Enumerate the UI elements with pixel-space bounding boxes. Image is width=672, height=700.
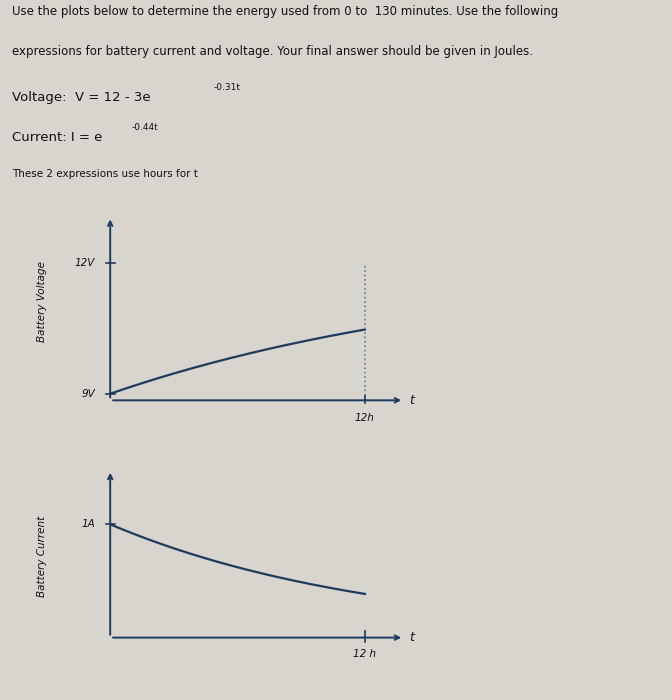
Text: t: t [409,394,414,407]
Text: 1A: 1A [81,519,95,529]
Text: 12 h: 12 h [353,649,376,659]
Text: expressions for battery current and voltage. Your final answer should be given i: expressions for battery current and volt… [12,46,533,59]
Text: -0.44t: -0.44t [132,123,159,132]
Text: 9V: 9V [81,389,95,399]
Text: Current: I = e: Current: I = e [12,131,102,144]
Text: These 2 expressions use hours for t: These 2 expressions use hours for t [12,169,198,179]
Text: -0.31t: -0.31t [214,83,241,92]
Text: 12V: 12V [75,258,95,267]
Text: Battery Current: Battery Current [37,515,47,596]
Text: t: t [409,631,414,644]
Text: Voltage:  V = 12 - 3e: Voltage: V = 12 - 3e [12,91,151,104]
Text: 12h: 12h [355,414,375,424]
Text: Use the plots below to determine the energy used from 0 to  130 minutes. Use the: Use the plots below to determine the ene… [12,6,558,18]
Text: Battery Voltage: Battery Voltage [37,261,47,342]
